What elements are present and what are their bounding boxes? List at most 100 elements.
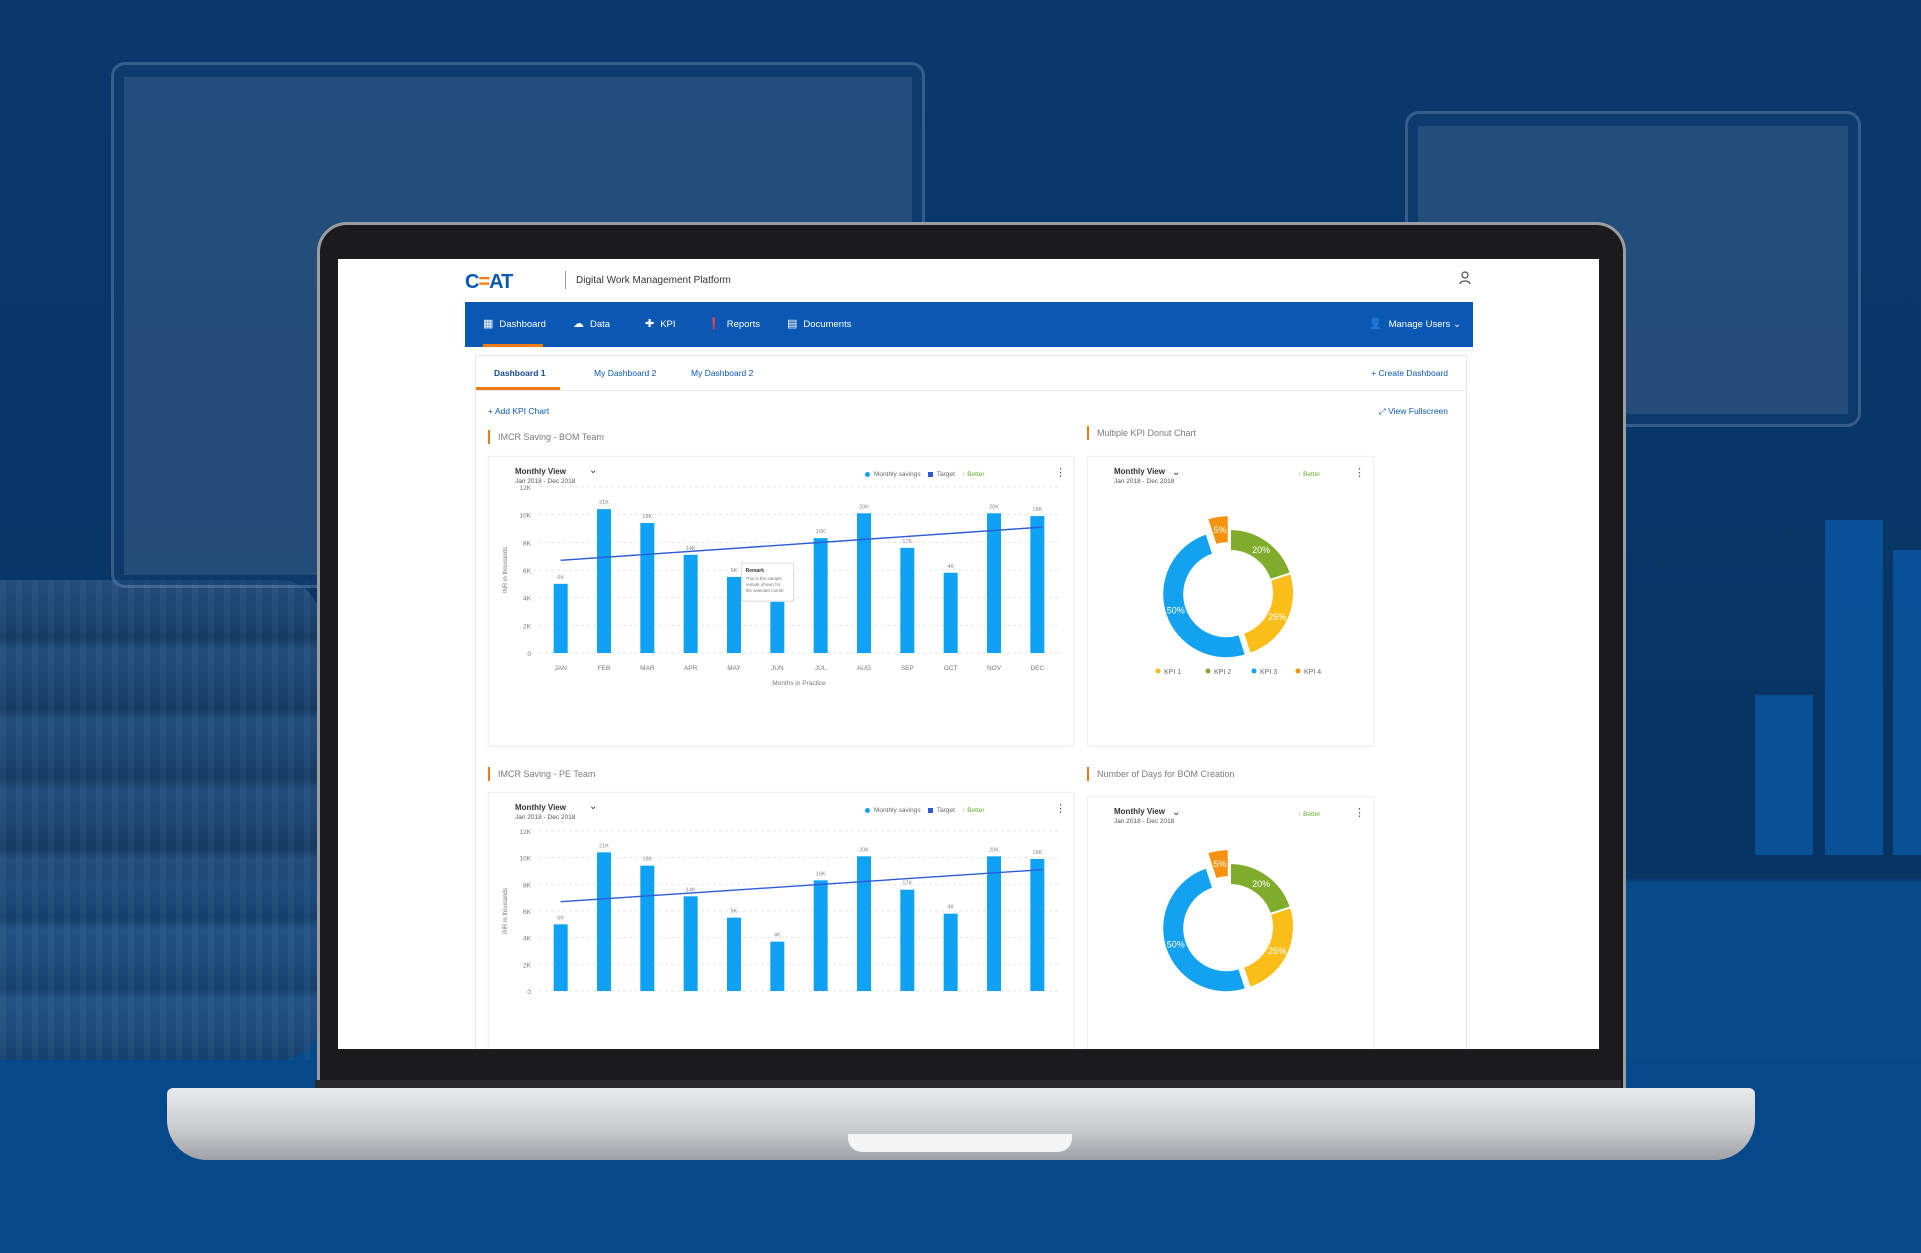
donut-slice — [1241, 571, 1295, 656]
create-dashboard-button[interactable]: + Create Dashboard — [1371, 368, 1448, 378]
nav-label: Reports — [726, 319, 760, 330]
legend-dot — [1295, 668, 1301, 674]
x-tick-label: JUN — [771, 665, 784, 672]
better-indicator: ↑ Better — [1298, 811, 1321, 818]
main-nav: ▦ Dashboard ☁ Data ✚ KPI ❗ Reports ▤ Document… — [465, 302, 1473, 347]
chevron-down-icon[interactable]: ⌄ — [1172, 807, 1181, 818]
bar-value-label: 14K — [686, 546, 696, 552]
donut-slice-label: 20% — [1252, 545, 1270, 555]
tab-dashboard-1[interactable]: Dashboard 1 — [494, 368, 546, 378]
bar — [553, 924, 568, 991]
chevron-down-icon[interactable]: ⌄ — [589, 801, 598, 812]
tab-my-dashboard-3[interactable]: My Dashboard 2 — [691, 368, 754, 378]
cloud-upload-icon: ☁ — [573, 318, 584, 330]
nav-active-indicator — [483, 344, 543, 347]
bar-value-label: 17K — [902, 881, 912, 887]
bar — [987, 856, 1001, 991]
nav-item-data[interactable]: ☁ Data — [573, 302, 610, 347]
bar-chart: 0 2K 4K 6K 8K 10K 12K INR in thousands 6K 21K 18K 1… — [503, 829, 1059, 996]
nav-item-kpi[interactable]: ✚ KPI — [645, 302, 676, 347]
bar-value-label: 16K — [816, 871, 826, 877]
bar — [640, 865, 655, 991]
view-selector[interactable]: Monthly View Jan 2018 - Dec 2018 — [1114, 807, 1174, 825]
add-kpi-chart-button[interactable]: + Add KPI Chart — [488, 406, 550, 416]
bar — [813, 880, 828, 991]
x-tick-label: JUL — [815, 665, 827, 672]
y-tick-label: 12K — [519, 485, 531, 492]
y-tick-label: 0 — [527, 989, 531, 996]
ceat-logo[interactable]: C=AT — [465, 271, 513, 293]
legend-dot — [1205, 668, 1211, 674]
x-tick-label: AUG — [857, 665, 871, 672]
section-title: Number of Days for BOM Creation — [1087, 767, 1235, 781]
more-options-icon[interactable]: ⋮ — [1354, 807, 1365, 819]
nav-label: Dashboard — [499, 319, 546, 330]
y-tick-label: 4K — [523, 596, 532, 603]
view-selector[interactable]: Monthly View Jan 2018 - Dec 2018 — [515, 803, 575, 821]
x-tick-label: NOV — [987, 665, 1002, 672]
x-tick-label: FEB — [598, 665, 611, 672]
view-range: Jan 2018 - Dec 2018 — [515, 814, 576, 821]
bar-value-label: 21K — [599, 843, 609, 849]
bar — [857, 856, 871, 991]
bar-value-label: 17K — [902, 539, 912, 545]
more-options-icon[interactable]: ⋮ — [1055, 803, 1066, 815]
bar-chart-card: Monthly View Jan 2018 - Dec 2018 ⌄ Monthl… — [488, 456, 1074, 746]
donut-chart: 20% 25% 50% 5% KPI 1 KPI 2 KPI 3 KPI 4 — [1155, 514, 1321, 676]
nav-item-dashboard[interactable]: ▦ Dashboard — [483, 302, 546, 347]
view-selector[interactable]: Monthly View Jan 2018 - Dec 2018 — [1114, 467, 1174, 485]
donut-slice-label: 50% — [1167, 606, 1185, 616]
manage-users-menu[interactable]: 👤 Manage Users ⌄ — [1369, 302, 1461, 347]
donut-slice-label: 5% — [1213, 525, 1226, 535]
tab-my-dashboard-2[interactable]: My Dashboard 2 — [594, 368, 657, 378]
donut-slice-label: 20% — [1252, 879, 1270, 889]
y-tick-label: 12K — [519, 829, 531, 836]
chart-legend: Monthly savings Target ↑ Better — [865, 471, 985, 478]
more-options-icon[interactable]: ⋮ — [1055, 467, 1066, 479]
bar — [943, 913, 958, 991]
y-tick-label: 10K — [519, 856, 531, 863]
x-axis-label: Months in Practice — [772, 680, 826, 687]
dashboard-panel: Dashboard 1 My Dashboard 2 My Dashboard … — [475, 355, 1467, 1049]
y-tick-label: 6K — [523, 909, 532, 916]
y-tick-label: 4K — [523, 936, 532, 943]
bar — [597, 509, 611, 653]
grid-icon: ▦ — [483, 318, 494, 330]
chart-legend: Monthly savings Target ↑ Better — [865, 807, 985, 814]
y-tick-label: 6K — [523, 568, 532, 575]
nav-item-reports[interactable]: ❗ Reports — [707, 302, 760, 347]
legend-label: KPI 3 — [1260, 669, 1277, 676]
bar-value-label: 5K — [731, 568, 738, 574]
donut-slice — [1205, 514, 1230, 547]
bar-value-label: 4K — [947, 564, 954, 570]
y-axis-label: INR in thousands — [503, 888, 509, 934]
view-selector[interactable]: Monthly View Jan 2018 - Dec 2018 — [515, 467, 575, 485]
nav-item-documents[interactable]: ▤ Documents — [787, 302, 851, 347]
legend-label: KPI 1 — [1164, 669, 1181, 676]
create-dashboard-label: Create Dashboard — [1378, 368, 1448, 378]
legend-label: Target — [936, 807, 955, 814]
x-tick-label: OCT — [944, 665, 958, 672]
more-options-icon[interactable]: ⋮ — [1354, 467, 1365, 479]
bar — [987, 513, 1001, 653]
legend-label: KPI 4 — [1304, 669, 1321, 676]
trend-line — [560, 868, 1043, 903]
donut-chart-card: Monthly View Jan 2018 - Dec 2018 ⌄ ↑ Bett… — [1087, 456, 1374, 746]
donut-slice-label: 25% — [1268, 946, 1286, 956]
chevron-down-icon[interactable]: ⌄ — [589, 465, 598, 476]
donut-slice-label: 5% — [1213, 859, 1226, 869]
chevron-down-icon[interactable]: ⌄ — [1172, 467, 1181, 478]
user-icon[interactable] — [1457, 271, 1473, 287]
better-label: Better — [967, 471, 985, 478]
bar-value-label: 20K — [989, 847, 999, 853]
tooltip-box — [741, 562, 795, 602]
legend-dot — [1251, 668, 1257, 674]
view-fullscreen-button[interactable]: ⤢ View Fullscreen — [1379, 406, 1448, 417]
tooltip-text-line: the selected month — [746, 588, 785, 593]
bar-value-label: 20K — [859, 847, 869, 853]
x-tick-label: JAN — [555, 665, 568, 672]
bar-chart-card: Monthly View Jan 2018 - Dec 2018 ⌄ Monthl… — [488, 792, 1074, 1049]
x-tick-label: MAY — [727, 665, 741, 672]
x-tick-label: SEP — [901, 665, 914, 672]
bar — [553, 583, 568, 653]
